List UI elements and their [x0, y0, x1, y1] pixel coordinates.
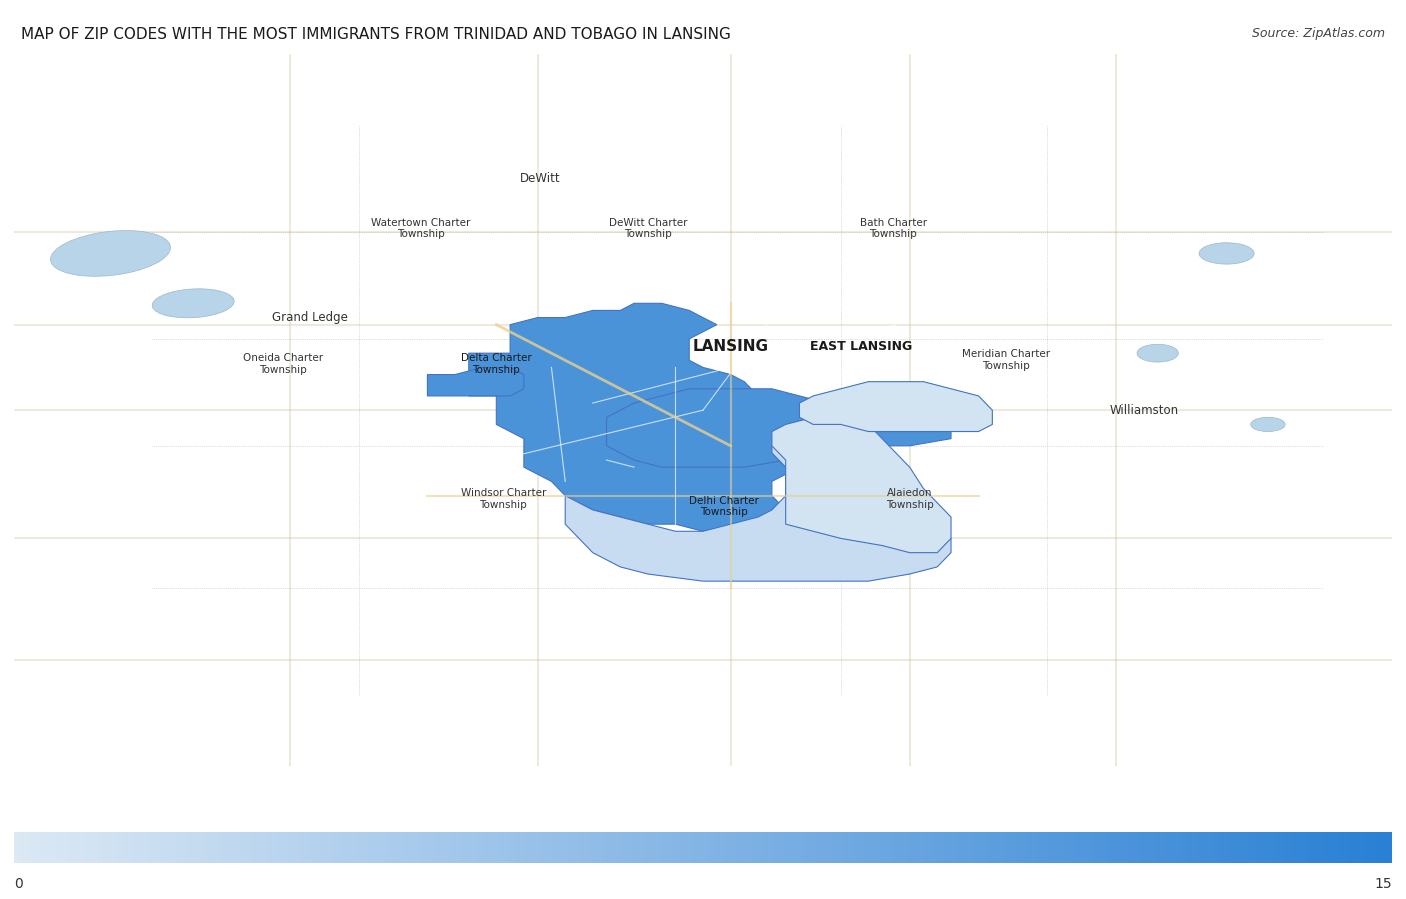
Text: LANSING: LANSING: [693, 339, 769, 353]
Ellipse shape: [1199, 243, 1254, 264]
Text: MAP OF ZIP CODES WITH THE MOST IMMIGRANTS FROM TRINIDAD AND TOBAGO IN LANSING: MAP OF ZIP CODES WITH THE MOST IMMIGRANT…: [21, 27, 731, 42]
Polygon shape: [427, 368, 524, 396]
Text: 15: 15: [1374, 877, 1392, 891]
Text: Grand Ledge: Grand Ledge: [273, 311, 349, 324]
Polygon shape: [565, 424, 950, 581]
Ellipse shape: [51, 230, 170, 276]
Ellipse shape: [152, 289, 235, 318]
Polygon shape: [468, 303, 786, 531]
Text: Bath Charter
Township: Bath Charter Township: [859, 218, 927, 239]
Text: 0: 0: [14, 877, 22, 891]
Text: Source: ZipAtlas.com: Source: ZipAtlas.com: [1251, 27, 1385, 40]
Text: DeWitt Charter
Township: DeWitt Charter Township: [609, 218, 688, 239]
Text: Watertown Charter
Township: Watertown Charter Township: [371, 218, 470, 239]
Polygon shape: [772, 417, 950, 553]
Polygon shape: [606, 388, 950, 467]
Text: Delhi Charter
Township: Delhi Charter Township: [689, 495, 759, 517]
Ellipse shape: [1137, 344, 1178, 362]
Text: Windsor Charter
Township: Windsor Charter Township: [461, 488, 546, 510]
Ellipse shape: [1251, 417, 1285, 432]
Polygon shape: [800, 382, 993, 432]
Text: EAST LANSING: EAST LANSING: [810, 340, 912, 352]
Text: Meridian Charter
Township: Meridian Charter Township: [962, 350, 1050, 371]
Text: Alaiedon
Township: Alaiedon Township: [886, 488, 934, 510]
Text: Williamston: Williamston: [1109, 404, 1178, 416]
Text: Delta Charter
Township: Delta Charter Township: [461, 353, 531, 375]
Text: Oneida Charter
Township: Oneida Charter Township: [243, 353, 323, 375]
Text: DeWitt: DeWitt: [520, 172, 561, 185]
